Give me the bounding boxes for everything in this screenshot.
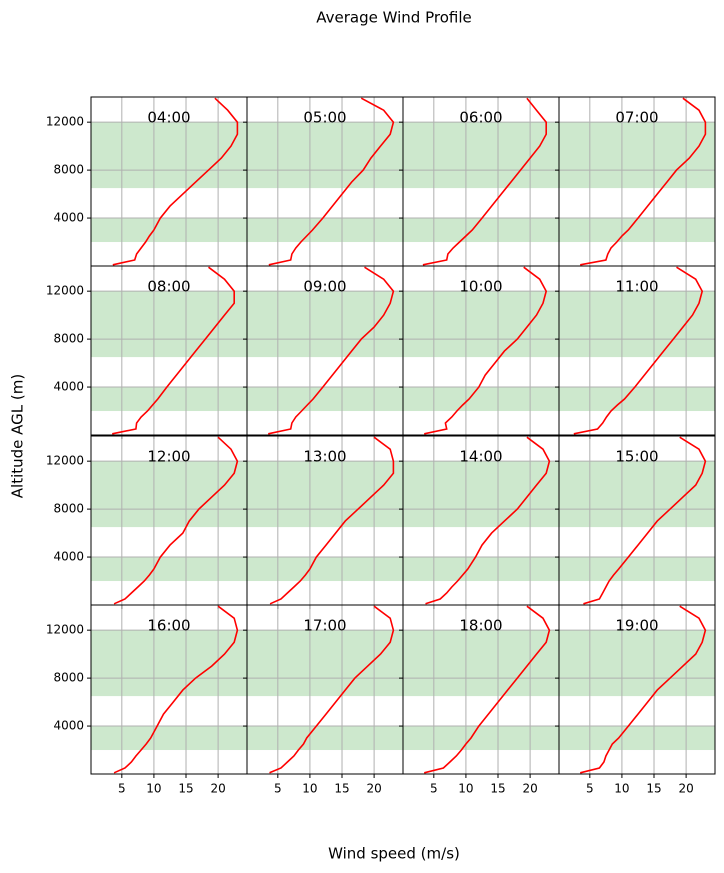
wind-profile-line <box>573 266 704 435</box>
panel-frame <box>558 265 716 436</box>
wind-profile-line <box>422 97 547 266</box>
x-axis-label: Wind speed (m/s) <box>328 845 460 863</box>
altitude-band <box>403 387 559 412</box>
panel-title: 13:00 <box>303 448 346 466</box>
altitude-band <box>403 630 559 697</box>
wind-profile-line <box>424 266 548 435</box>
x-tick-label: 20 <box>522 782 537 796</box>
x-tick-label: 15 <box>490 782 505 796</box>
wind-profile-line <box>113 436 239 605</box>
x-tick-label: 20 <box>366 782 381 796</box>
x-tick-label: 5 <box>430 782 438 796</box>
y-tick-label: 4000 <box>53 719 84 733</box>
wind-profile-line <box>424 605 551 774</box>
altitude-band <box>91 630 247 697</box>
panel-title: 19:00 <box>615 617 658 635</box>
altitude-band <box>247 557 403 582</box>
x-tick-label: 20 <box>210 782 225 796</box>
x-tick-label: 20 <box>678 782 693 796</box>
x-tick-label: 10 <box>302 782 317 796</box>
x-tick-label: 5 <box>274 782 282 796</box>
altitude-band <box>91 387 247 412</box>
panel-title: 14:00 <box>459 448 502 466</box>
x-tick-label: 15 <box>646 782 661 796</box>
altitude-band <box>247 122 403 189</box>
altitude-band <box>559 630 715 697</box>
altitude-band <box>559 122 715 189</box>
altitude-band <box>559 291 715 358</box>
panel-frame <box>558 604 716 775</box>
x-tick-label: 15 <box>178 782 193 796</box>
altitude-band <box>247 461 403 528</box>
panel-title: 10:00 <box>459 278 502 296</box>
x-tick-label: 10 <box>146 782 161 796</box>
wind-profile-line <box>269 605 395 774</box>
y-tick-label: 8000 <box>53 502 84 516</box>
panel-title: 17:00 <box>303 617 346 635</box>
y-tick-label: 8000 <box>53 332 84 346</box>
y-tick-label: 8000 <box>53 671 84 685</box>
altitude-band <box>247 291 403 358</box>
x-tick-label: 5 <box>118 782 126 796</box>
y-tick-label: 12000 <box>46 454 84 468</box>
altitude-band <box>247 387 403 412</box>
altitude-band <box>403 122 559 189</box>
altitude-band <box>403 291 559 358</box>
x-tick-label: 10 <box>614 782 629 796</box>
altitude-band <box>91 218 247 243</box>
wind-profile-line <box>580 97 707 266</box>
x-tick-label: 5 <box>586 782 594 796</box>
y-tick-label: 4000 <box>53 211 84 225</box>
panel-title: 05:00 <box>303 109 346 127</box>
wind-profile-line <box>268 97 395 266</box>
panel-title: 09:00 <box>303 278 346 296</box>
altitude-band <box>91 557 247 582</box>
altitude-band <box>559 218 715 243</box>
wind-profile-line <box>112 97 239 266</box>
y-tick-label: 12000 <box>46 115 84 129</box>
altitude-band <box>247 218 403 243</box>
panel-title: 07:00 <box>615 109 658 127</box>
chart-title: Average Wind Profile <box>316 9 471 27</box>
y-axis-label: Altitude AGL (m) <box>9 374 27 498</box>
altitude-band <box>559 461 715 528</box>
y-tick-label: 4000 <box>53 380 84 394</box>
wind-profile-line <box>268 266 395 435</box>
wind-profile-line <box>583 436 707 605</box>
panel-title: 18:00 <box>459 617 502 635</box>
panel-title: 15:00 <box>615 448 658 466</box>
y-tick-label: 4000 <box>53 550 84 564</box>
wind-profile-line <box>112 266 235 435</box>
wind-profile-line <box>269 436 395 605</box>
y-tick-label: 12000 <box>46 284 84 298</box>
x-tick-label: 15 <box>334 782 349 796</box>
panel-title: 16:00 <box>147 617 190 635</box>
wind-profile-line <box>425 436 551 605</box>
panel-title: 06:00 <box>459 109 502 127</box>
y-tick-label: 12000 <box>46 623 84 637</box>
altitude-band <box>403 461 559 528</box>
panel-title: 08:00 <box>147 278 190 296</box>
altitude-band <box>403 218 559 243</box>
altitude-band <box>403 726 559 751</box>
altitude-band <box>91 122 247 189</box>
x-tick-label: 10 <box>458 782 473 796</box>
altitude-band <box>91 291 247 358</box>
altitude-band <box>247 630 403 697</box>
altitude-band <box>559 557 715 582</box>
wind-profile-line <box>113 605 239 774</box>
panel-title: 12:00 <box>147 448 190 466</box>
altitude-band <box>559 387 715 412</box>
wind-profile-line <box>580 605 707 774</box>
altitude-band <box>91 461 247 528</box>
altitude-band <box>559 726 715 751</box>
y-tick-label: 8000 <box>53 163 84 177</box>
panel-title: 04:00 <box>147 109 190 127</box>
panel-title: 11:00 <box>615 278 658 296</box>
altitude-band <box>403 557 559 582</box>
altitude-band <box>91 726 247 751</box>
altitude-band <box>247 726 403 751</box>
